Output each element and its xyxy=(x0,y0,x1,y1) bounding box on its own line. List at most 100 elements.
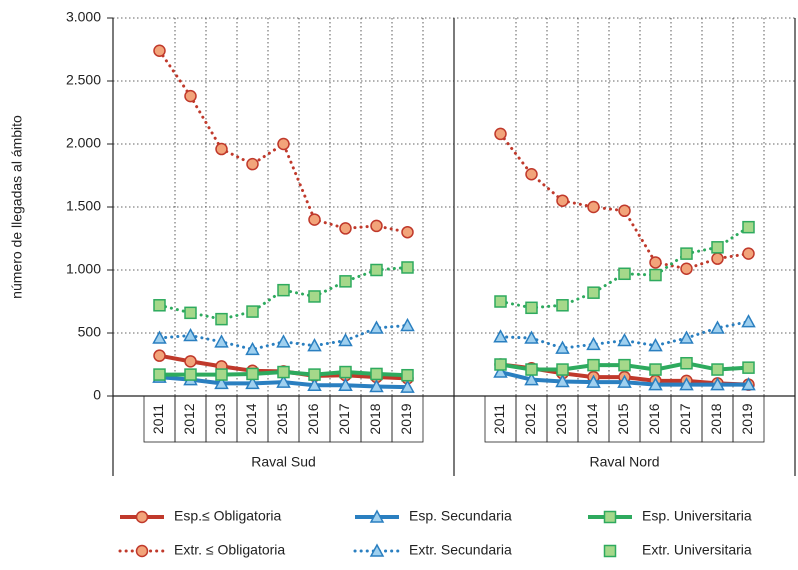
marker xyxy=(587,286,600,299)
marker xyxy=(338,377,353,392)
legend-label: Extr. Universitaria xyxy=(642,542,752,558)
marker xyxy=(711,252,724,265)
marker xyxy=(135,510,149,524)
marker xyxy=(153,368,166,381)
marker xyxy=(493,364,508,378)
marker xyxy=(555,340,570,354)
marker xyxy=(618,204,631,218)
marker xyxy=(135,544,149,558)
x-tick-label: 2018 xyxy=(367,403,383,434)
y-tick-label: 2.500 xyxy=(66,72,101,88)
x-tick-label: 2013 xyxy=(212,403,228,434)
marker xyxy=(370,263,383,277)
x-tick-label: 2017 xyxy=(336,403,352,434)
x-tick-label: 2015 xyxy=(615,403,631,434)
marker xyxy=(184,89,197,103)
x-tick-label: 2011 xyxy=(491,404,507,434)
marker xyxy=(710,377,725,391)
y-axis-label: número de llegadas al ámbito xyxy=(9,115,25,299)
marker xyxy=(276,334,291,348)
marker xyxy=(603,544,617,558)
marker xyxy=(679,330,694,344)
marker xyxy=(494,127,507,141)
x-tick-label: 2019 xyxy=(398,403,414,434)
marker xyxy=(246,367,259,381)
marker xyxy=(401,225,414,239)
y-tick-label: 3.000 xyxy=(66,9,101,25)
marker xyxy=(741,314,756,328)
marker xyxy=(308,213,321,226)
marker xyxy=(742,220,755,234)
x-tick-label: 2012 xyxy=(522,403,538,434)
x-tick-label: 2018 xyxy=(708,403,724,434)
marker xyxy=(245,375,260,390)
marker xyxy=(711,363,724,376)
marker xyxy=(556,299,569,312)
marker xyxy=(618,267,631,281)
marker xyxy=(308,368,321,381)
marker xyxy=(494,295,507,308)
x-tick-label: 2013 xyxy=(553,403,569,434)
x-tick-label: 2016 xyxy=(646,403,662,434)
y-tick-label: 500 xyxy=(78,324,102,340)
marker xyxy=(153,299,166,312)
marker xyxy=(556,363,569,376)
marker xyxy=(246,305,259,318)
x-tick-label: 2014 xyxy=(584,403,600,434)
marker xyxy=(215,312,228,326)
marker xyxy=(338,332,353,347)
marker xyxy=(307,377,322,392)
marker xyxy=(741,377,756,391)
marker xyxy=(400,379,415,393)
marker xyxy=(400,317,415,332)
marker xyxy=(680,262,693,275)
marker xyxy=(742,361,755,374)
series-line xyxy=(499,225,750,310)
marker xyxy=(339,275,352,288)
marker xyxy=(183,327,198,342)
marker xyxy=(618,358,631,372)
x-tick-label: 2016 xyxy=(305,403,321,434)
marker xyxy=(680,356,693,370)
marker xyxy=(246,157,259,171)
marker xyxy=(586,336,601,351)
marker xyxy=(245,341,260,356)
marker xyxy=(648,338,663,352)
marker xyxy=(215,368,228,381)
marker xyxy=(184,368,197,381)
legend-label: Extr. Secundaria xyxy=(409,542,512,558)
marker xyxy=(649,268,662,282)
marker xyxy=(649,363,662,376)
legend-label: Extr. ≤ Obligatoria xyxy=(174,542,285,558)
marker xyxy=(555,373,570,388)
marker xyxy=(184,355,197,368)
marker xyxy=(525,363,538,376)
marker xyxy=(680,247,693,260)
legend-label: Esp.≤ Obligatoria xyxy=(174,508,282,524)
marker xyxy=(339,365,352,379)
marker xyxy=(369,543,385,557)
marker xyxy=(153,349,166,362)
marker xyxy=(742,247,755,260)
marker xyxy=(617,374,632,388)
marker xyxy=(525,301,538,315)
marker xyxy=(587,200,600,214)
marker xyxy=(215,142,228,156)
marker xyxy=(153,44,166,58)
group-label: Raval Nord xyxy=(589,454,659,470)
marker xyxy=(369,320,384,334)
marker xyxy=(493,329,508,343)
marker xyxy=(214,334,229,348)
marker xyxy=(369,509,385,523)
marker xyxy=(710,320,725,334)
x-tick-label: 2015 xyxy=(274,403,290,434)
marker xyxy=(214,375,229,390)
y-tick-label: 0 xyxy=(93,387,101,403)
marker xyxy=(494,358,507,371)
legend-label: Esp. Secundaria xyxy=(409,508,512,524)
marker xyxy=(277,283,290,297)
marker xyxy=(339,222,352,235)
marker xyxy=(524,372,539,386)
marker xyxy=(524,330,539,344)
